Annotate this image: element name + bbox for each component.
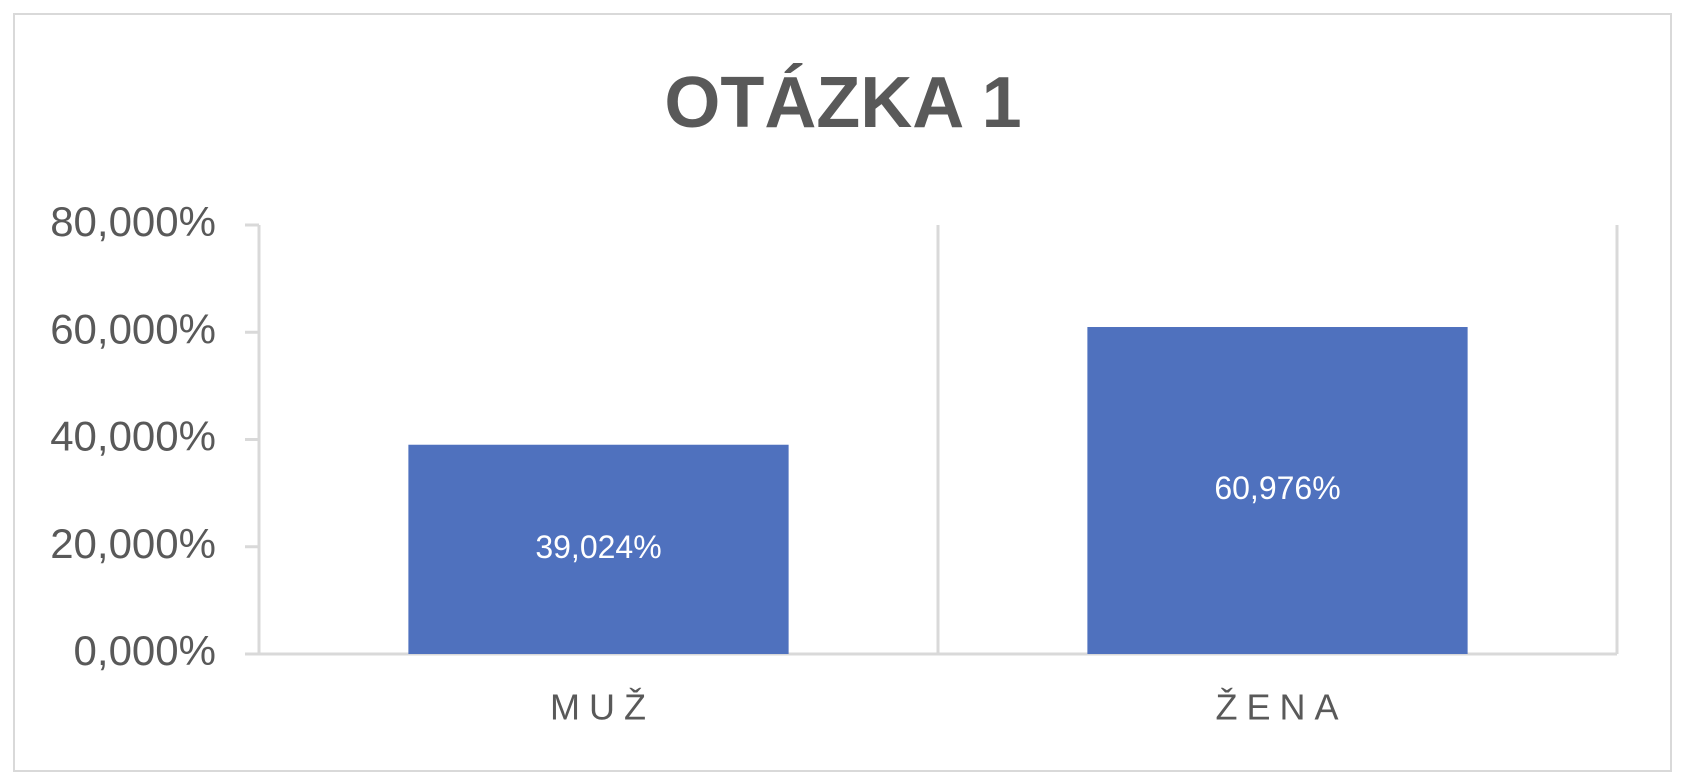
bar [1087,327,1468,654]
value-label: 39,024% [535,529,661,565]
x-tick-label: ŽENA [1215,687,1347,728]
y-tick-label: 80,000% [50,198,216,245]
y-tick-label: 0,000% [74,627,216,674]
value-label: 60,976% [1214,470,1340,506]
y-tick-label: 20,000% [50,520,216,567]
y-tick-label: 60,000% [50,305,216,352]
y-tick-label: 40,000% [50,413,216,460]
chart-title: OTÁZKA 1 [664,63,1021,143]
x-tick-label: MUŽ [550,687,655,728]
bar [408,444,789,654]
